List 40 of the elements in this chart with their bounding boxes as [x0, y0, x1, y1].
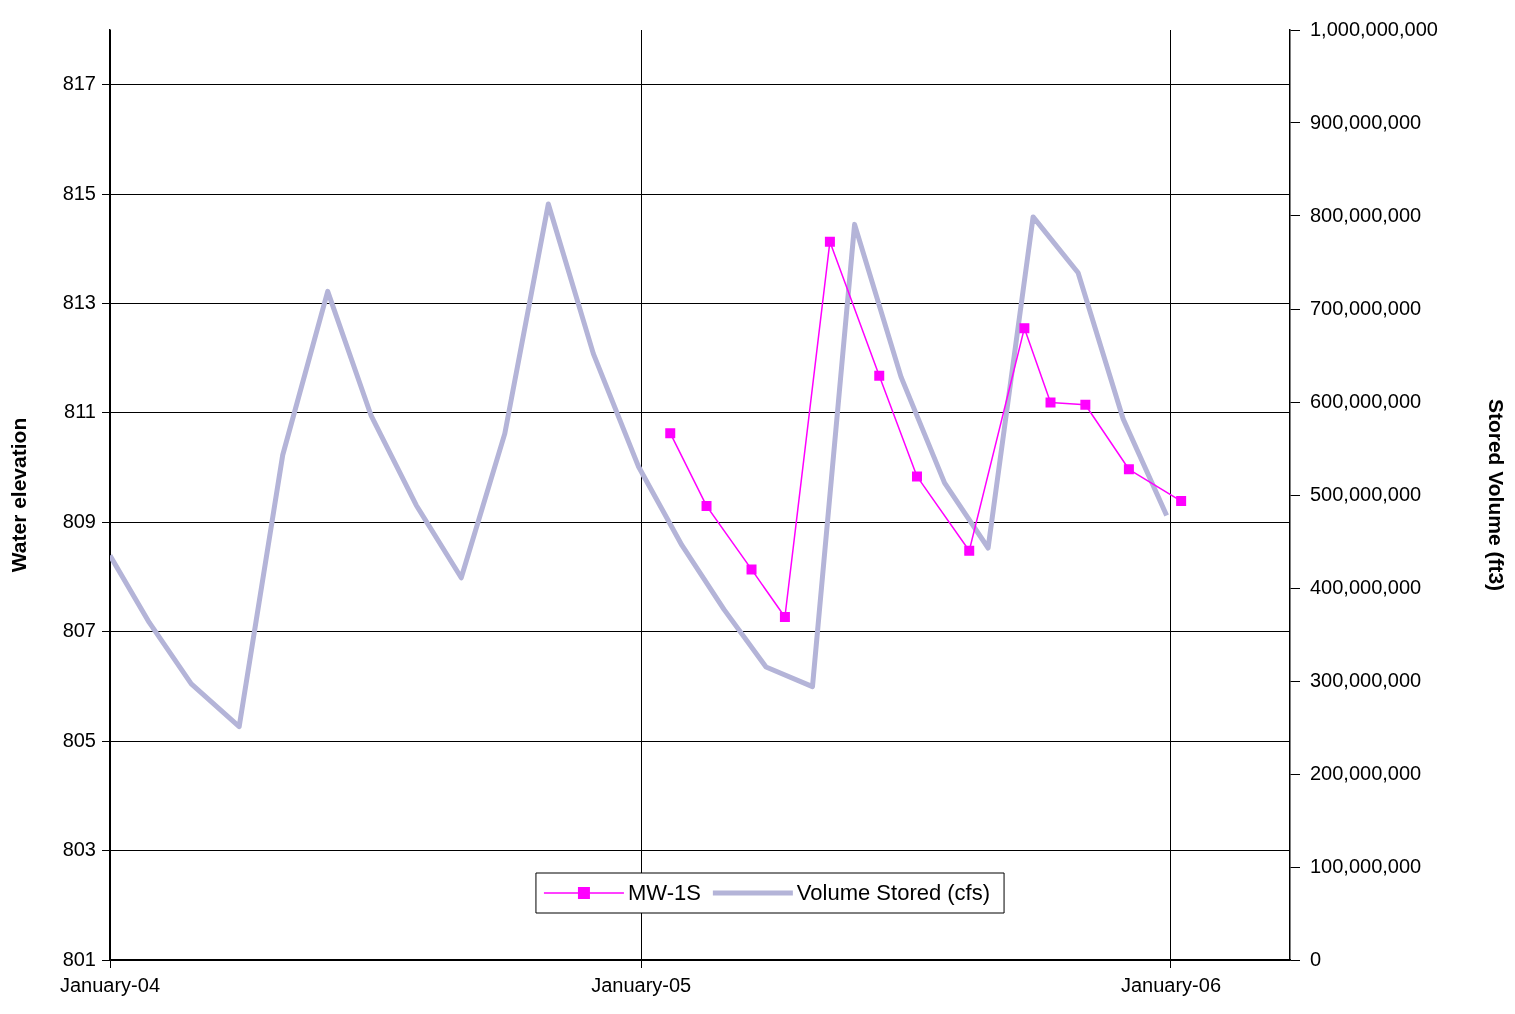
- y-tick-label: 815: [62, 181, 96, 204]
- y-tick-label: 813: [62, 291, 96, 314]
- y-tick-label: 807: [62, 619, 96, 642]
- point: [779, 612, 790, 622]
- point: [1019, 323, 1030, 334]
- x-tick-label: January-05: [591, 973, 692, 996]
- legend-label: MW-1S: [627, 880, 701, 906]
- y-tick-label: 805: [62, 728, 96, 751]
- point: [964, 545, 975, 556]
- y-tick-label: 811: [64, 400, 96, 423]
- y2-tick-label: 800,000,000: [1310, 203, 1422, 226]
- point: [1123, 464, 1134, 475]
- y2-tick-label: 300,000,000: [1310, 668, 1422, 691]
- point: [746, 564, 757, 575]
- point: [1080, 399, 1091, 410]
- point: [874, 370, 885, 381]
- y2-tick-label: 500,000,000: [1310, 482, 1422, 505]
- y-tick-label: 809: [62, 509, 96, 532]
- point: [824, 236, 835, 247]
- y-tick-label: 801: [62, 947, 96, 970]
- point: [911, 471, 922, 482]
- y-tick-label: 817: [62, 72, 96, 95]
- point: [1045, 397, 1056, 408]
- y2-axis-title: Stored Volume (ft3): [1484, 398, 1508, 592]
- y2-tick-label: 900,000,000: [1310, 110, 1422, 133]
- point: [1176, 496, 1187, 507]
- point: [701, 500, 712, 511]
- y2-tick-label: 400,000,000: [1310, 575, 1422, 598]
- legend-label: Volume Stored (cfs): [796, 880, 991, 906]
- y2-tick-label: 1,000,000,000: [1310, 17, 1438, 40]
- y-tick-label: 803: [62, 838, 96, 861]
- y-axis-title: Water elevation: [7, 417, 31, 573]
- y2-tick-label: 100,000,000: [1310, 854, 1422, 877]
- point: [665, 428, 676, 439]
- y2-tick-label: 700,000,000: [1310, 296, 1422, 319]
- x-tick-label: January-04: [59, 973, 161, 996]
- y2-tick-label: 0: [1310, 947, 1322, 970]
- y2-tick-label: 600,000,000: [1310, 389, 1422, 412]
- x-tick-label: January-06: [1120, 973, 1222, 996]
- y2-tick-label: 200,000,000: [1310, 761, 1422, 784]
